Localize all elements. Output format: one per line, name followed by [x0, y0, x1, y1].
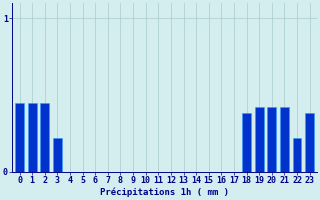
X-axis label: Précipitations 1h ( mm ): Précipitations 1h ( mm ) — [100, 188, 229, 197]
Bar — [280, 107, 289, 172]
Bar — [28, 103, 36, 172]
Bar — [292, 138, 301, 172]
Bar — [15, 103, 24, 172]
Bar — [305, 113, 314, 172]
Bar — [242, 113, 251, 172]
Bar — [53, 138, 62, 172]
Bar — [268, 107, 276, 172]
Bar — [255, 107, 264, 172]
Bar — [40, 103, 49, 172]
